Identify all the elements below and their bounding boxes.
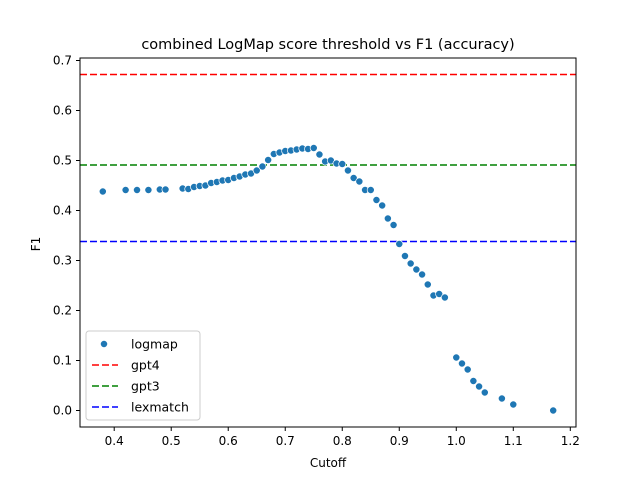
data-point xyxy=(497,394,506,403)
x-tick-label: 1.1 xyxy=(504,434,523,448)
data-point xyxy=(309,144,318,152)
data-point xyxy=(133,186,141,194)
legend-marker-logmap xyxy=(100,340,108,348)
data-point xyxy=(395,240,404,248)
y-tick-label: 0.2 xyxy=(53,304,72,318)
y-tick-label: 0.6 xyxy=(53,104,72,118)
data-point xyxy=(412,265,421,274)
data-point xyxy=(344,166,352,175)
y-tick-label: 0.4 xyxy=(53,204,72,218)
data-point xyxy=(252,166,261,175)
data-point xyxy=(355,177,364,186)
data-point xyxy=(349,174,358,182)
x-tick-label: 0.9 xyxy=(390,434,409,448)
y-tick-label: 0.5 xyxy=(53,154,72,168)
data-point xyxy=(98,187,107,196)
data-point xyxy=(463,365,472,374)
x-tick-label: 0.7 xyxy=(276,434,295,448)
data-point xyxy=(549,406,558,415)
data-point xyxy=(435,290,444,298)
legend-label-gpt3: gpt3 xyxy=(131,379,160,394)
data-point xyxy=(475,382,484,391)
x-tick-label: 0.6 xyxy=(219,434,238,448)
legend-label-logmap: logmap xyxy=(131,337,178,352)
plot-area xyxy=(80,73,576,415)
data-point xyxy=(406,259,415,268)
axes: 0.4 0.5 0.6 0.7 0.8 0.9 1.0 1.1 1.2 0.0 0.1 0.2 0.3 0… xyxy=(53,54,580,449)
data-point xyxy=(338,160,347,168)
legend-label-lexmatch: lexmatch xyxy=(131,400,189,415)
data-point xyxy=(389,221,398,229)
data-point xyxy=(315,150,324,159)
x-tick-label: 0.8 xyxy=(333,434,352,448)
x-tick-label: 1.0 xyxy=(447,434,466,448)
y-tick-label: 0.7 xyxy=(53,54,72,68)
data-point xyxy=(121,186,130,194)
data-point xyxy=(452,353,461,362)
x-tick-label: 1.2 xyxy=(561,434,580,448)
data-point xyxy=(144,186,153,194)
data-point xyxy=(383,214,392,223)
data-point xyxy=(458,359,466,368)
data-point xyxy=(469,377,478,385)
legend-box xyxy=(85,330,201,421)
y-tick-label: 0.0 xyxy=(53,404,72,418)
data-point xyxy=(509,400,518,409)
x-tick-label: 0.5 xyxy=(162,434,181,448)
data-point xyxy=(440,293,449,302)
data-point xyxy=(418,270,427,279)
data-point xyxy=(258,162,267,171)
legend: logmap gpt4 gpt3 lexmatch xyxy=(85,330,201,421)
data-point xyxy=(423,280,432,289)
data-point xyxy=(480,388,489,397)
data-point xyxy=(401,252,409,260)
y-tick-label: 0.1 xyxy=(53,354,72,368)
data-point xyxy=(366,186,375,194)
data-point xyxy=(161,185,170,194)
y-tick-label: 0.3 xyxy=(53,254,72,268)
x-tick-label: 0.4 xyxy=(105,434,124,448)
chart-title: combined LogMap score threshold vs F1 (a… xyxy=(141,37,514,53)
data-point xyxy=(264,156,273,164)
x-axis-label: Cutoff xyxy=(310,456,347,470)
axes-frame xyxy=(79,57,577,428)
y-axis-label: F1 xyxy=(29,237,43,252)
data-point xyxy=(378,201,387,210)
data-point xyxy=(372,196,381,204)
legend-label-gpt4: gpt4 xyxy=(131,358,160,373)
